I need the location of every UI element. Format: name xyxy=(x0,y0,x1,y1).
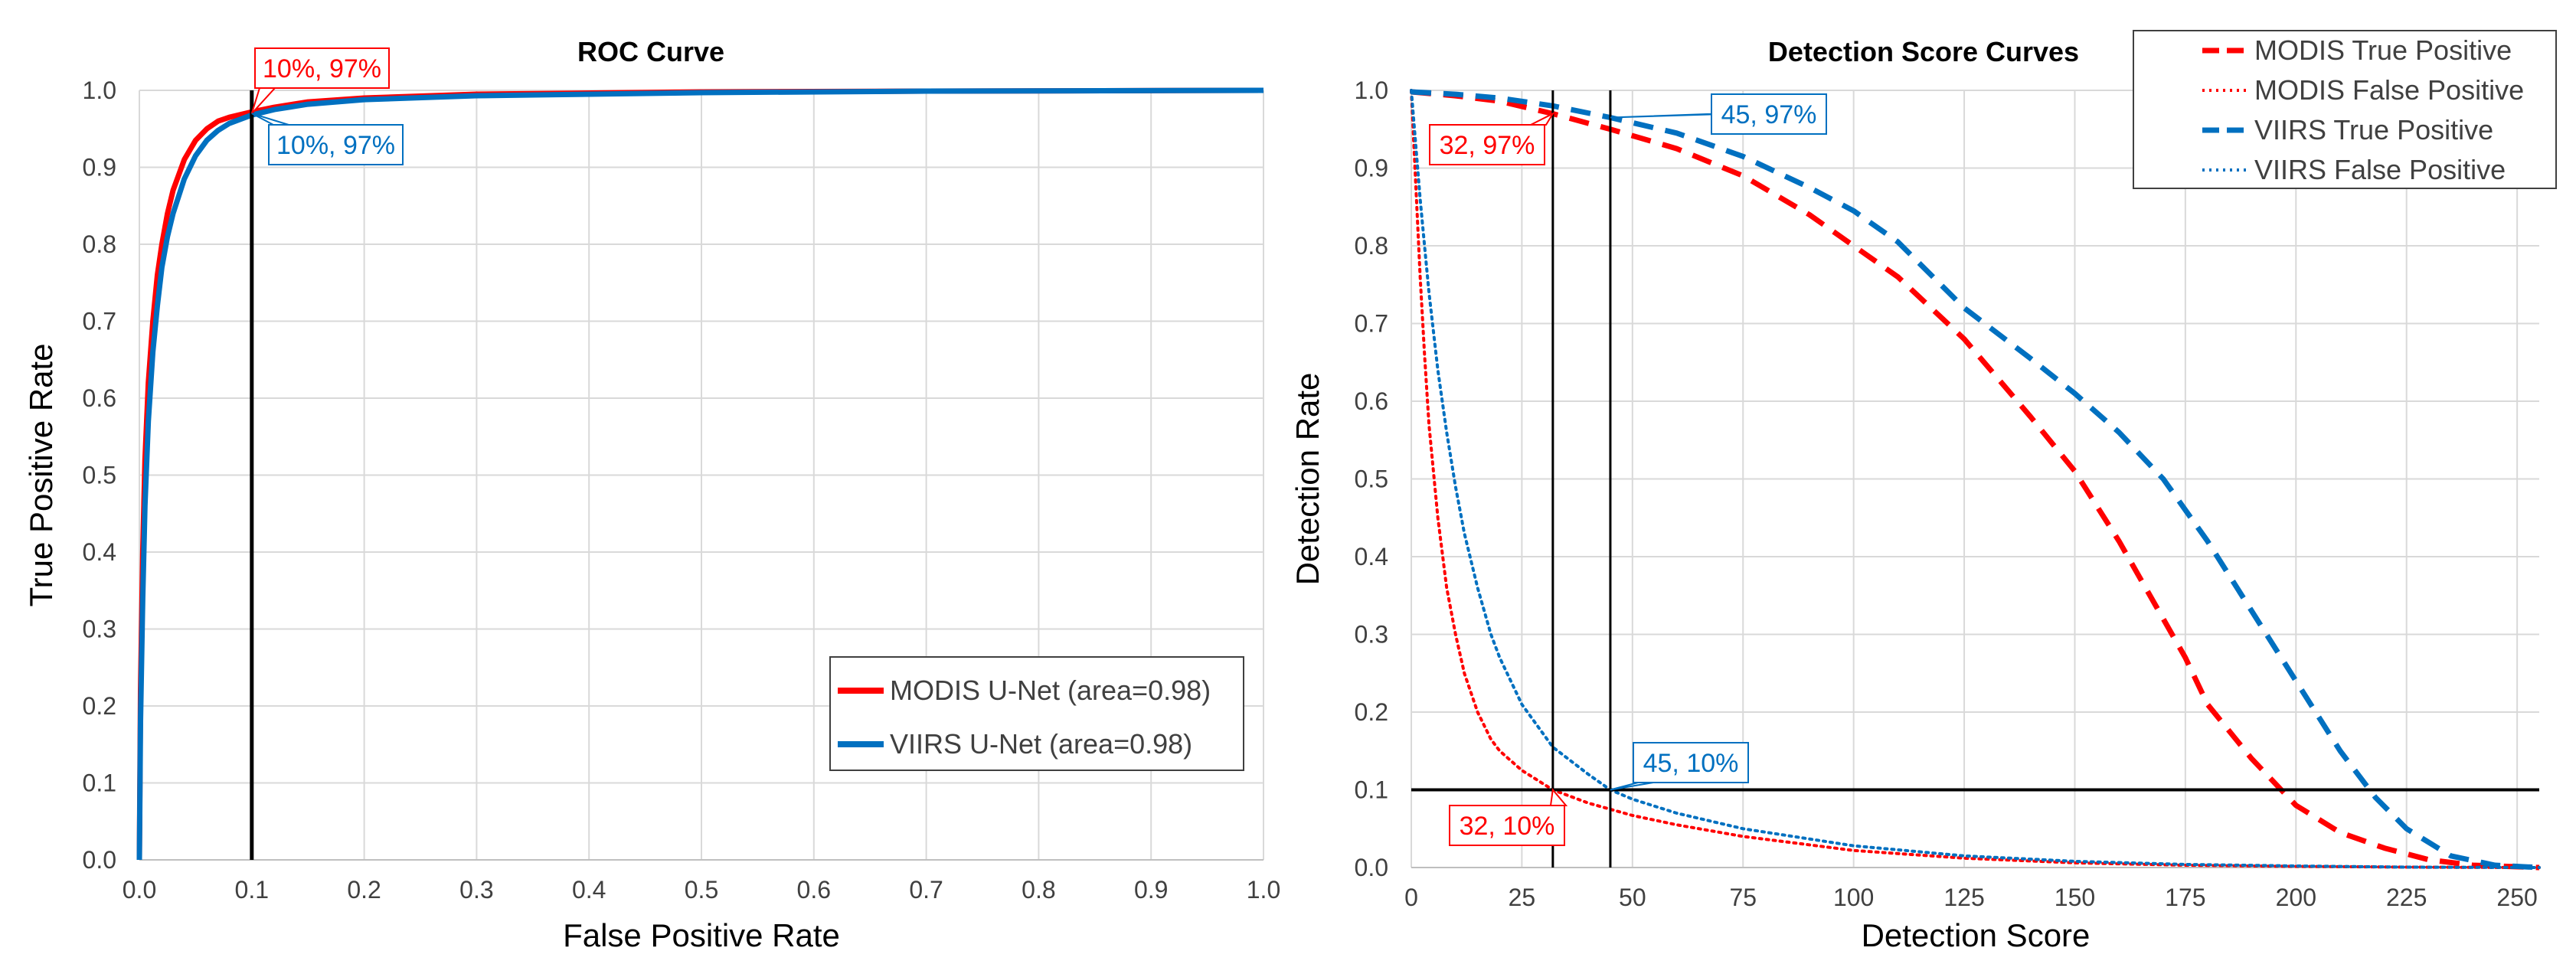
chart-title: Detection Score Curves xyxy=(1768,36,2079,67)
y-tick-label: 0.0 xyxy=(1355,854,1388,881)
y-axis-label: True Positive Rate xyxy=(23,344,59,607)
x-tick-label: 125 xyxy=(1943,884,1984,911)
series-line-2 xyxy=(1410,89,2541,869)
callout-label: 32, 97% xyxy=(1440,131,1535,160)
x-tick-label: 100 xyxy=(1833,884,1874,911)
legend-label-1: MODIS True Positive xyxy=(2254,34,2512,66)
x-tick-label: 175 xyxy=(2165,884,2205,911)
y-tick-label: 0.8 xyxy=(1355,232,1388,260)
callout-label: 10%, 97% xyxy=(263,54,381,83)
y-tick-label: 0.9 xyxy=(1355,155,1388,182)
x-tick-label: 200 xyxy=(2276,884,2316,911)
legend-label-3: VIIRS True Positive xyxy=(2254,114,2493,145)
y-tick-label: 0.2 xyxy=(83,692,116,720)
x-tick-label: 0.5 xyxy=(685,876,718,904)
series-line-3 xyxy=(1411,89,2540,871)
x-tick-label: 0.6 xyxy=(797,876,831,904)
y-tick-label: 0.6 xyxy=(1355,387,1388,415)
x-tick-label: 150 xyxy=(2055,884,2095,911)
series-line-4 xyxy=(1410,89,2541,869)
x-tick-label: 0.9 xyxy=(1134,876,1168,904)
y-tick-label: 0.1 xyxy=(1355,776,1388,804)
x-tick-label: 0.8 xyxy=(1022,876,1055,904)
y-tick-label: 0.7 xyxy=(83,308,116,335)
chart-title: ROC Curve xyxy=(577,36,724,67)
x-tick-label: 0.2 xyxy=(347,876,381,904)
y-tick-label: 0.4 xyxy=(1355,543,1388,570)
x-tick-label: 225 xyxy=(2386,884,2427,911)
callout-box xyxy=(268,124,404,165)
callout-pointer xyxy=(1610,113,1723,119)
legend-label-4: VIIRS False Positive xyxy=(2254,154,2506,185)
x-axis-label: False Positive Rate xyxy=(563,917,840,953)
x-tick-label: 1.0 xyxy=(1247,876,1280,904)
x-tick-label: 25 xyxy=(1509,884,1536,911)
x-tick-label: 0.1 xyxy=(235,876,269,904)
series-line-2 xyxy=(136,87,1264,861)
legend-box xyxy=(2133,30,2557,189)
y-tick-label: 0.9 xyxy=(83,154,116,181)
y-tick-label: 0.0 xyxy=(83,846,116,874)
callout-box xyxy=(1633,742,1749,783)
legend-box xyxy=(829,656,1244,771)
y-tick-label: 0.7 xyxy=(1355,310,1388,338)
x-tick-label: 0.7 xyxy=(909,876,943,904)
callout-box xyxy=(1449,805,1565,846)
y-axis-label: Detection Rate xyxy=(1290,373,1326,586)
x-axis-label: Detection Score xyxy=(1862,917,2091,953)
x-tick-label: 0 xyxy=(1404,884,1418,911)
callout-box xyxy=(254,47,390,89)
y-tick-label: 1.0 xyxy=(1355,77,1388,104)
callout-box xyxy=(1429,124,1545,165)
legend-label-1: MODIS U-Net (area=0.98) xyxy=(890,675,1211,706)
y-tick-label: 0.2 xyxy=(1355,698,1388,726)
x-tick-label: 250 xyxy=(2496,884,2537,911)
x-tick-label: 0.3 xyxy=(459,876,493,904)
callout-label: 32, 10% xyxy=(1460,812,1555,841)
x-tick-label: 0.0 xyxy=(123,876,156,904)
callout-box xyxy=(1711,93,1827,135)
y-tick-label: 0.5 xyxy=(1355,466,1388,493)
y-tick-label: 0.1 xyxy=(83,770,116,797)
y-tick-label: 0.5 xyxy=(83,462,116,489)
y-tick-label: 0.8 xyxy=(83,230,116,258)
y-tick-label: 0.3 xyxy=(1355,621,1388,649)
y-tick-label: 0.4 xyxy=(83,538,116,566)
y-tick-label: 1.0 xyxy=(83,77,116,104)
callout-pointer xyxy=(251,113,289,126)
x-tick-label: 50 xyxy=(1619,884,1646,911)
x-tick-label: 75 xyxy=(1729,884,1757,911)
detection-score-chart: 0 25 50 75 100 125 150 175 200 225 250 0.0 0.1 0.2 0.3… xyxy=(1290,30,2557,953)
legend-label-2: MODIS False Positive xyxy=(2254,74,2524,106)
y-tick-label: 0.6 xyxy=(83,384,116,412)
callout-label: 45, 97% xyxy=(1721,100,1817,129)
callout-pointer xyxy=(1530,111,1555,126)
callout-label: 10%, 97% xyxy=(276,131,395,160)
y-tick-label: 0.3 xyxy=(83,616,116,643)
x-tick-label: 0.4 xyxy=(572,876,606,904)
callout-label: 45, 10% xyxy=(1643,749,1739,778)
roc-chart: 0.0 0.1 0.2 0.3 0.4 0.5 0.6 0.7 0.8 0.9 1.0 0.0 0.1 0… xyxy=(23,36,1280,953)
legend-label-2: VIIRS U-Net (area=0.98) xyxy=(890,728,1192,760)
